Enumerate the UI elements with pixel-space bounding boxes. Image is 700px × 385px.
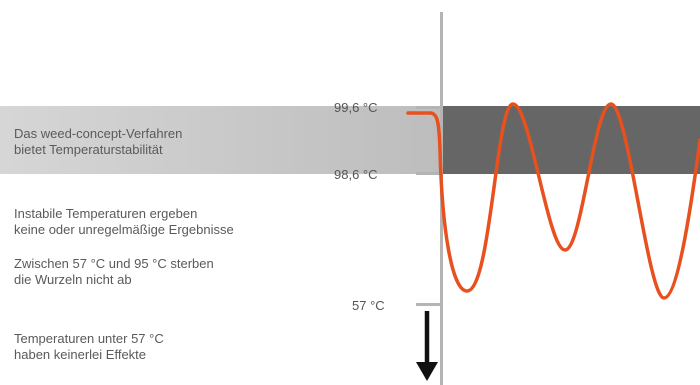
desc-range: Zwischen 57 °C und 95 °C sterben die Wur…: [14, 256, 214, 288]
stability-band-left: [0, 106, 440, 174]
desc-range-line-2: die Wurzeln nicht ab: [14, 272, 132, 287]
label-upper: 99,6 °C: [334, 100, 378, 115]
desc-unstable: Instabile Temperaturen ergeben keine ode…: [14, 206, 234, 238]
label-lower-band: 98,6 °C: [334, 167, 378, 182]
temperature-curve: [406, 102, 700, 300]
desc-range-line-1: Zwischen 57 °C und 95 °C sterben: [14, 256, 214, 271]
tick-upper: [416, 106, 440, 109]
tick-lower-band: [416, 172, 440, 175]
desc-below: Temperaturen unter 57 °C haben keinerlei…: [14, 331, 164, 363]
desc-below-line-2: haben keinerlei Effekte: [14, 347, 147, 362]
desc-unstable-line-1: Instabile Temperaturen ergeben: [14, 206, 198, 221]
label-minimum: 57 °C: [352, 298, 385, 313]
desc-stable-line-1: Das weed-concept-Verfahren: [14, 126, 183, 141]
desc-stable-line-2: bietet Temperaturstabilität: [14, 142, 163, 157]
stability-band-right: [443, 106, 700, 174]
desc-unstable-line-2: keine oder unregelmäßige Ergebnisse: [14, 222, 234, 237]
down-arrow-icon: [416, 311, 438, 381]
tick-minimum: [416, 303, 440, 306]
desc-below-line-1: Temperaturen unter 57 °C: [14, 331, 164, 346]
desc-stable: Das weed-concept-Verfahren bietet Temper…: [14, 126, 182, 158]
